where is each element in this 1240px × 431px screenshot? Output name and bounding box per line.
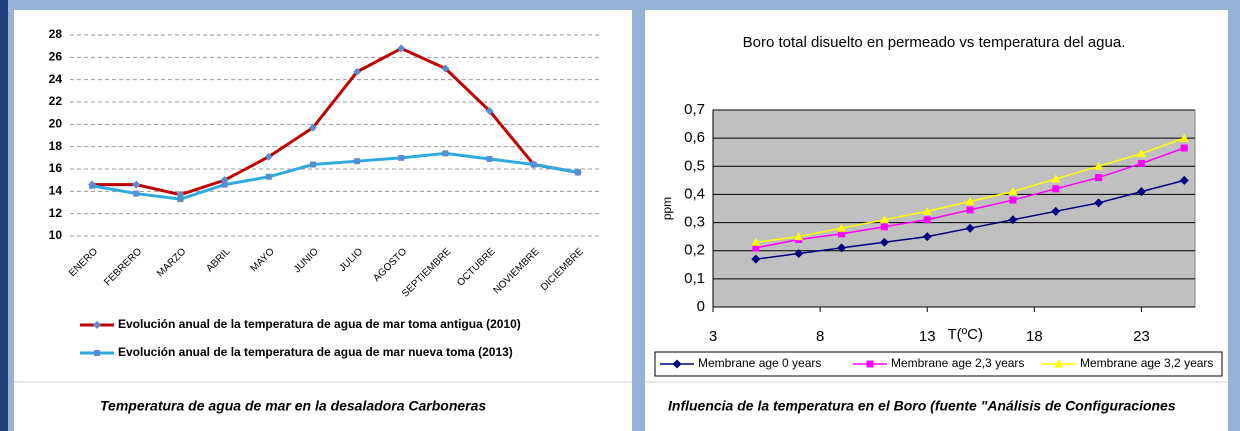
marker xyxy=(837,243,847,253)
y-tick-label: 14 xyxy=(49,184,63,198)
x-tick-label: 23 xyxy=(1133,328,1150,345)
marker xyxy=(530,161,537,168)
marker xyxy=(922,206,932,215)
marker xyxy=(177,196,184,203)
y-tick-label: 0,6 xyxy=(684,129,705,146)
marker xyxy=(354,158,361,165)
marker xyxy=(1008,187,1018,196)
legend-label: Evolución anual de la temperatura de agu… xyxy=(118,317,521,331)
marker xyxy=(441,64,450,73)
marker xyxy=(1180,144,1188,152)
marker xyxy=(132,180,141,189)
y-tick-label: 0,4 xyxy=(684,185,705,202)
marker xyxy=(837,223,847,232)
marker xyxy=(264,152,273,161)
legend-label: Membrane age 2,3 years xyxy=(891,356,1024,370)
legend-label: Membrane age 0 years xyxy=(698,356,821,370)
marker xyxy=(1095,174,1103,182)
legend-label: Evolución anual de la temperatura de agu… xyxy=(118,345,513,359)
marker xyxy=(922,232,932,242)
marker xyxy=(1051,174,1061,183)
marker xyxy=(1136,187,1146,197)
y-tick-label: 28 xyxy=(49,27,63,41)
x-axis-label: T(ºC) xyxy=(947,326,982,343)
marker xyxy=(265,173,272,180)
marker xyxy=(1008,215,1018,225)
marker xyxy=(93,321,101,329)
y-tick-label: 18 xyxy=(49,139,63,153)
marker xyxy=(486,155,493,162)
caption: Temperatura de agua de mar en la desalad… xyxy=(100,398,486,414)
y-tick-label: 0,5 xyxy=(684,157,705,174)
y-tick-label: 0 xyxy=(697,298,705,315)
y-tick-label: 26 xyxy=(49,50,63,64)
edge xyxy=(0,0,8,431)
marker xyxy=(880,223,888,231)
marker xyxy=(221,181,228,188)
marker xyxy=(308,123,317,132)
chart-title: Boro total disuelto en permeado vs tempe… xyxy=(743,34,1126,51)
marker xyxy=(672,359,682,369)
y-tick-label: 0,1 xyxy=(684,270,705,287)
marker xyxy=(838,230,846,238)
marker xyxy=(965,223,975,233)
y-tick-label: 16 xyxy=(49,161,63,175)
marker xyxy=(89,182,96,189)
marker xyxy=(879,215,889,224)
x-tick-label: 18 xyxy=(1026,328,1043,345)
marker xyxy=(794,232,804,241)
y-tick-label: 20 xyxy=(49,117,63,131)
marker xyxy=(966,206,974,214)
marker xyxy=(1179,175,1189,185)
marker xyxy=(752,244,760,252)
marker xyxy=(751,254,761,264)
legend-label: Membrane age 3,2 years xyxy=(1080,356,1213,370)
y-axis-label: ppm xyxy=(660,197,674,220)
y-tick-label: 12 xyxy=(49,206,63,220)
caption: Influencia de la temperatura en el Boro … xyxy=(668,398,1176,414)
marker xyxy=(1179,133,1189,142)
legend-box xyxy=(654,351,1223,377)
y-tick-label: 0,3 xyxy=(684,214,705,231)
marker xyxy=(866,360,874,368)
plot-area xyxy=(712,109,1196,308)
marker xyxy=(574,169,581,176)
series-line xyxy=(92,46,579,197)
marker xyxy=(1052,185,1060,193)
y-tick-label: 0,2 xyxy=(684,242,705,259)
x-tick-label: 8 xyxy=(816,328,824,345)
marker xyxy=(879,237,889,247)
marker xyxy=(923,216,931,224)
marker xyxy=(309,161,316,168)
marker xyxy=(1009,196,1017,204)
y-tick-label: 22 xyxy=(49,94,63,108)
x-tick-label: 13 xyxy=(919,328,936,345)
marker xyxy=(1094,198,1104,208)
marker xyxy=(1136,149,1146,158)
series-line xyxy=(91,151,579,201)
marker xyxy=(751,237,761,246)
y-tick-label: 24 xyxy=(49,72,63,86)
marker xyxy=(1137,159,1145,167)
marker xyxy=(397,44,406,53)
y-tick-label: 10 xyxy=(49,228,63,242)
marker xyxy=(353,67,362,76)
marker xyxy=(1051,206,1061,216)
marker xyxy=(1054,359,1064,368)
x-tick-label: 3 xyxy=(709,328,717,345)
marker xyxy=(133,190,140,197)
marker xyxy=(442,150,449,157)
marker xyxy=(794,249,804,259)
y-tick-label: 0,7 xyxy=(684,101,705,118)
marker xyxy=(965,196,975,205)
marker xyxy=(94,350,100,356)
left-panel xyxy=(14,10,632,431)
marker xyxy=(398,154,405,161)
marker xyxy=(485,106,494,115)
marker xyxy=(1094,161,1104,170)
